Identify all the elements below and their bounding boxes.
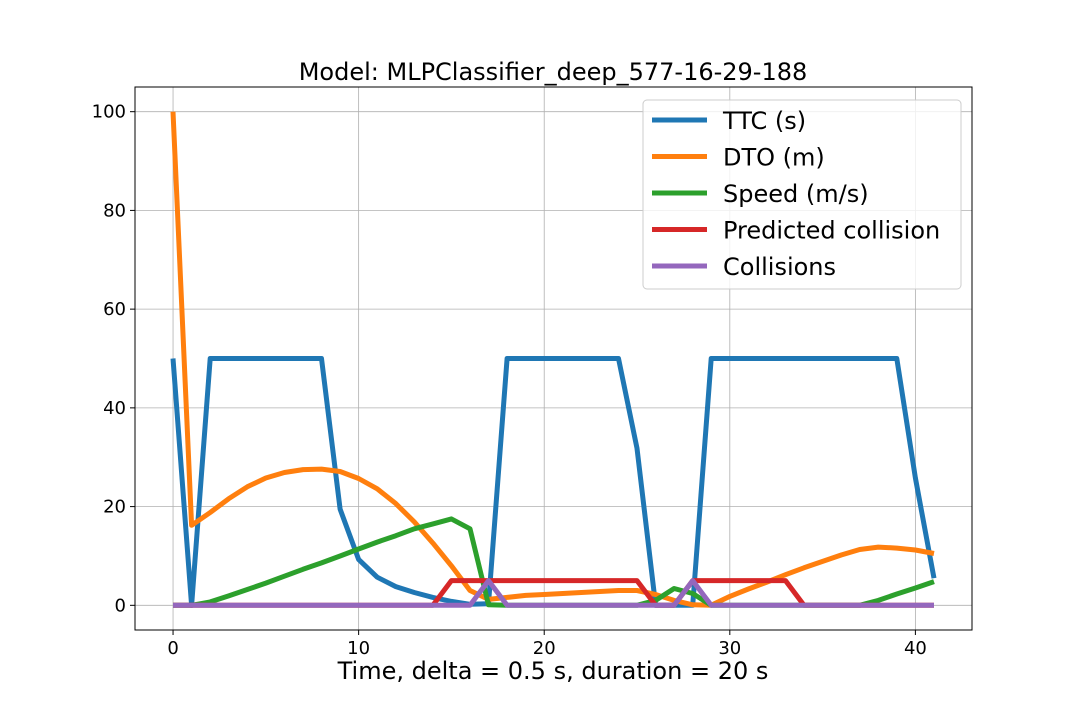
y-tick-label: 20 (103, 497, 126, 518)
legend-box (642, 99, 962, 290)
legend-label-collisions: Collisions (723, 253, 836, 281)
legend-label-predicted-collision: Predicted collision (723, 217, 940, 245)
legend-label-ttc-s: TTC (s) (722, 107, 806, 135)
legend-label-dto-m: DTO (m) (723, 144, 825, 172)
axis-ticks: 0 10 20 30 40 0 20 40 60 80 100 (92, 102, 927, 659)
x-tick-label: 10 (347, 638, 370, 659)
y-tick-label: 100 (92, 102, 126, 123)
x-tick-label: 20 (533, 638, 556, 659)
series-line-dto-m (170, 111, 935, 608)
y-tick-label: 0 (115, 595, 126, 616)
y-tick-label: 40 (103, 398, 126, 419)
legend-label-speed-m-s: Speed (m/s) (723, 180, 869, 208)
x-tick-label: 30 (718, 638, 741, 659)
x-axis-label: Time, delta = 0.5 s, duration = 20 s (337, 657, 769, 685)
series-line-collisions (173, 578, 934, 608)
legend: TTC (s) DTO (m) Speed (m/s) Predicted colli… (642, 99, 962, 290)
series-lines (170, 111, 937, 608)
x-tick-label: 40 (904, 638, 927, 659)
chart-title: Model: MLPClassifier_deep_577-16-29-188 (299, 58, 808, 86)
y-tick-label: 80 (103, 200, 126, 221)
x-tick-label: 0 (167, 638, 178, 659)
plot-frame (134, 86, 973, 631)
y-tick-label: 60 (103, 299, 126, 320)
series-line-ttc-s (170, 356, 937, 608)
